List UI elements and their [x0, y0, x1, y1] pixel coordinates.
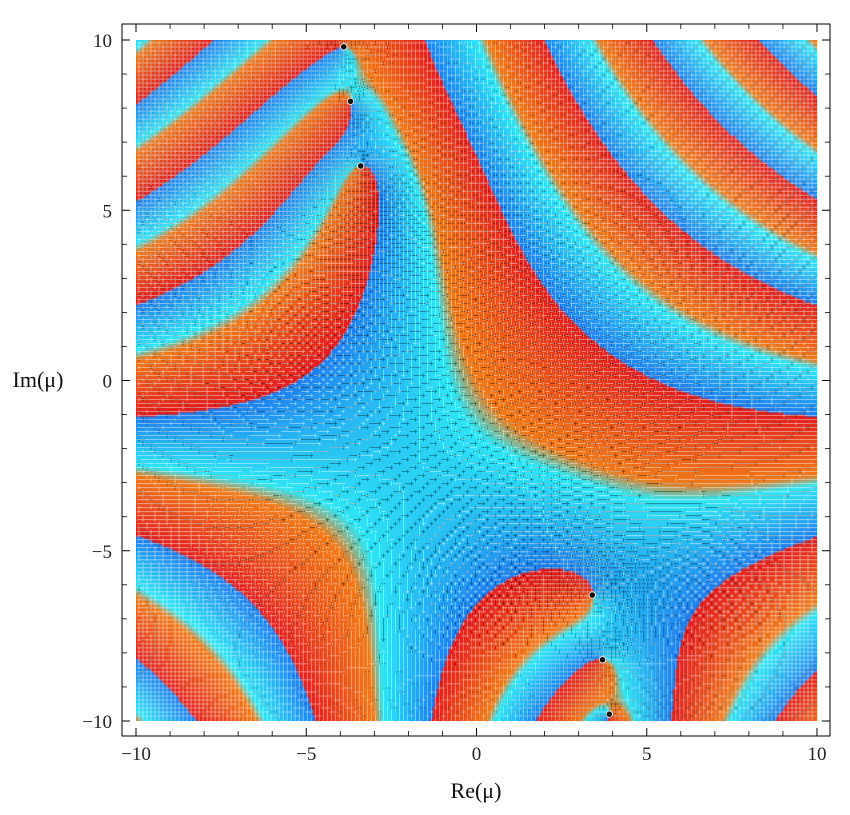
- marked-points: [340, 43, 613, 718]
- y-tick-label: 0: [103, 372, 113, 393]
- x-tick-label: −10: [121, 744, 151, 765]
- y-tick-label: −10: [82, 712, 112, 733]
- y-tick-label: −5: [92, 542, 112, 563]
- marked-point-2: [346, 97, 355, 105]
- y-tick-label: 5: [103, 201, 113, 222]
- x-tick-label: −5: [296, 744, 316, 765]
- x-axis-label: Re(μ): [451, 778, 502, 803]
- marked-point-4: [588, 591, 596, 599]
- x-tick-label: 10: [808, 744, 827, 765]
- marked-point-6: [605, 710, 613, 718]
- marked-point-1: [340, 43, 348, 51]
- axis-ticks: −10 −5 0 5 10 −10 −5 0 5 10: [82, 24, 830, 765]
- y-axis-label: Im(μ): [13, 367, 64, 392]
- x-tick-label: 0: [472, 744, 482, 765]
- x-tick-label: 5: [642, 744, 652, 765]
- marked-point-5: [598, 656, 607, 664]
- marked-point-3: [357, 162, 365, 170]
- contour-lines: [137, 41, 818, 722]
- phase-contours: [137, 41, 818, 722]
- domain-coloring-image: [136, 40, 817, 721]
- y-tick-label: 10: [93, 31, 112, 52]
